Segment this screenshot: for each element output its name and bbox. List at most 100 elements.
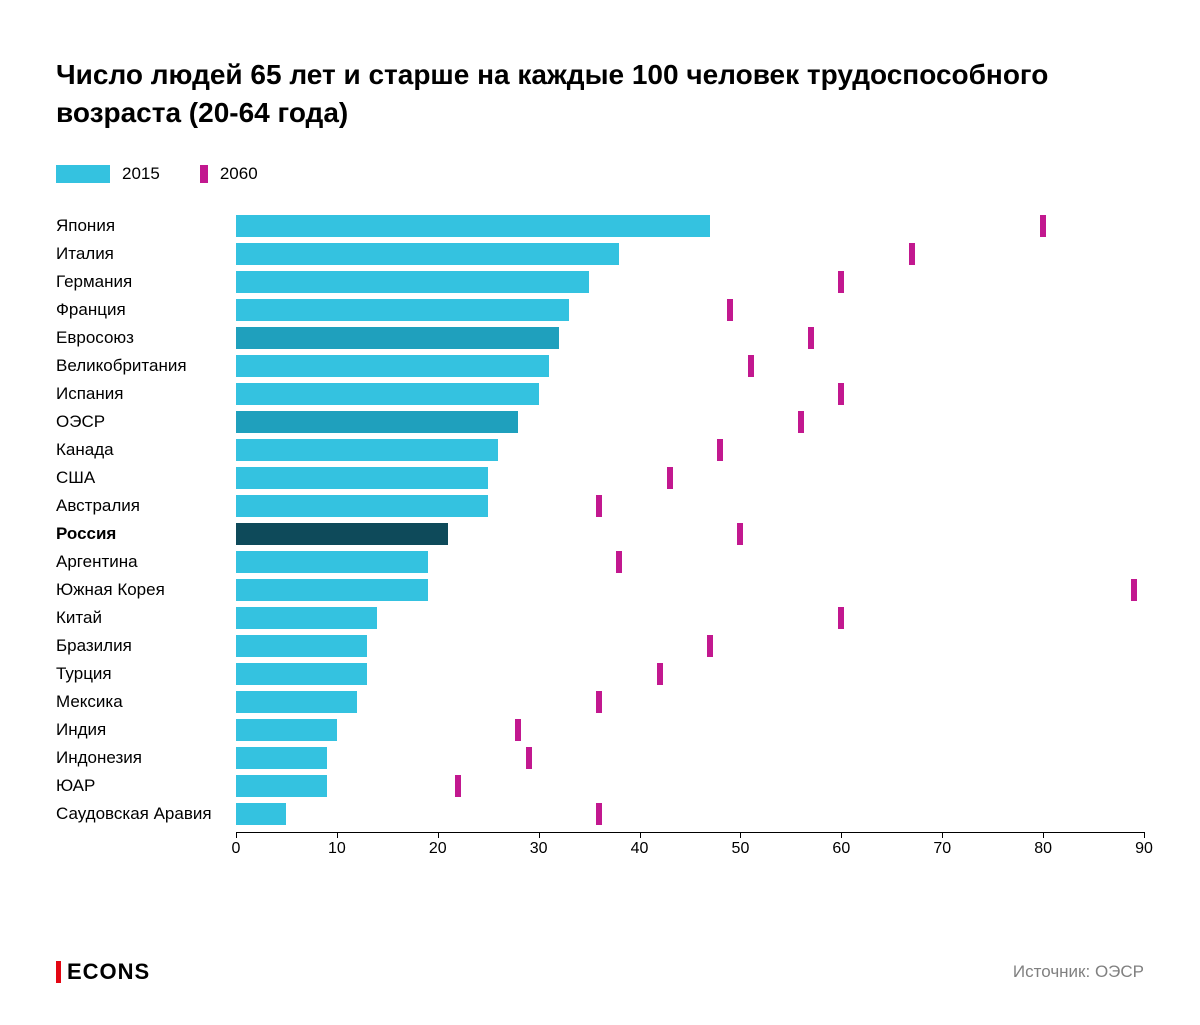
row-plot (236, 716, 1144, 744)
chart-row: Россия (56, 520, 1144, 548)
row-label: ОЭСР (56, 412, 236, 432)
bar-2015 (236, 299, 569, 321)
bar-2015 (236, 523, 448, 545)
row-label: Индонезия (56, 748, 236, 768)
brand-text: ECONS (67, 959, 150, 985)
row-plot (236, 688, 1144, 716)
marker-2060 (596, 803, 602, 825)
legend-item-2060: 2060 (200, 164, 258, 184)
axis-spacer (56, 832, 236, 860)
marker-2060 (526, 747, 532, 769)
chart-row: Германия (56, 268, 1144, 296)
chart-row: ЮАР (56, 772, 1144, 800)
chart-container: Число людей 65 лет и старше на каждые 10… (0, 0, 1200, 1025)
axis-line (236, 832, 1144, 833)
row-label: Франция (56, 300, 236, 320)
axis-tick-label: 80 (1034, 840, 1052, 858)
marker-2060 (798, 411, 804, 433)
row-plot (236, 380, 1144, 408)
row-label: США (56, 468, 236, 488)
axis-tick-label: 50 (732, 840, 750, 858)
row-label: Саудовская Аравия (56, 804, 236, 824)
marker-2060 (616, 551, 622, 573)
marker-2060 (596, 495, 602, 517)
chart-row: Франция (56, 296, 1144, 324)
bar-2015 (236, 355, 549, 377)
marker-2060 (838, 607, 844, 629)
row-plot (236, 296, 1144, 324)
bar-2015 (236, 719, 337, 741)
bar-2015 (236, 775, 327, 797)
row-plot (236, 436, 1144, 464)
marker-2060 (1131, 579, 1137, 601)
row-label: Китай (56, 608, 236, 628)
legend-swatch-2060 (200, 165, 208, 183)
marker-2060 (727, 299, 733, 321)
chart-row: Южная Корея (56, 576, 1144, 604)
legend: 2015 2060 (56, 164, 1144, 184)
chart-row: США (56, 464, 1144, 492)
chart-row: Великобритания (56, 352, 1144, 380)
row-plot (236, 240, 1144, 268)
axis-tick-label: 30 (530, 840, 548, 858)
marker-2060 (1040, 215, 1046, 237)
bar-2015 (236, 747, 327, 769)
axis-tick (1043, 832, 1044, 838)
axis-tick (539, 832, 540, 838)
row-label: Евросоюз (56, 328, 236, 348)
marker-2060 (707, 635, 713, 657)
axis-tick (337, 832, 338, 838)
marker-2060 (808, 327, 814, 349)
marker-2060 (909, 243, 915, 265)
row-plot (236, 576, 1144, 604)
row-label: Турция (56, 664, 236, 684)
bar-2015 (236, 579, 428, 601)
marker-2060 (515, 719, 521, 741)
bar-2015 (236, 691, 357, 713)
row-track (236, 803, 599, 825)
row-plot (236, 464, 1144, 492)
axis-tick (1144, 832, 1145, 838)
legend-item-2015: 2015 (56, 164, 160, 184)
marker-2060 (748, 355, 754, 377)
bar-2015 (236, 271, 589, 293)
bar-2015 (236, 411, 518, 433)
chart-row: Индия (56, 716, 1144, 744)
row-plot (236, 352, 1144, 380)
row-plot (236, 604, 1144, 632)
row-plot (236, 492, 1144, 520)
row-plot (236, 520, 1144, 548)
chart-row: Турция (56, 660, 1144, 688)
marker-2060 (717, 439, 723, 461)
row-plot (236, 744, 1144, 772)
axis-tick (640, 832, 641, 838)
row-label: ЮАР (56, 776, 236, 796)
chart-row: Аргентина (56, 548, 1144, 576)
axis-tick (841, 832, 842, 838)
marker-2060 (838, 271, 844, 293)
bar-2015 (236, 607, 377, 629)
legend-label-2060: 2060 (220, 164, 258, 184)
x-axis: 0102030405060708090 (56, 832, 1144, 860)
chart-row: Евросоюз (56, 324, 1144, 352)
chart-row: Индонезия (56, 744, 1144, 772)
row-label: Австралия (56, 496, 236, 516)
axis-tick-label: 20 (429, 840, 447, 858)
row-plot (236, 268, 1144, 296)
axis-tick (740, 832, 741, 838)
axis-tick-label: 10 (328, 840, 346, 858)
row-label: Индия (56, 720, 236, 740)
row-plot (236, 548, 1144, 576)
bar-2015 (236, 327, 559, 349)
axis-plot: 0102030405060708090 (236, 832, 1144, 860)
footer: ECONS Источник: ОЭСР (56, 959, 1144, 985)
source-text: Источник: ОЭСР (1013, 962, 1144, 982)
legend-swatch-2015 (56, 165, 110, 183)
marker-2060 (838, 383, 844, 405)
bar-2015 (236, 215, 710, 237)
row-label: Испания (56, 384, 236, 404)
chart: ЯпонияИталияГерманияФранцияЕвросоюзВелик… (56, 212, 1144, 917)
axis-tick-label: 40 (631, 840, 649, 858)
marker-2060 (667, 467, 673, 489)
chart-rows: ЯпонияИталияГерманияФранцияЕвросоюзВелик… (56, 212, 1144, 828)
